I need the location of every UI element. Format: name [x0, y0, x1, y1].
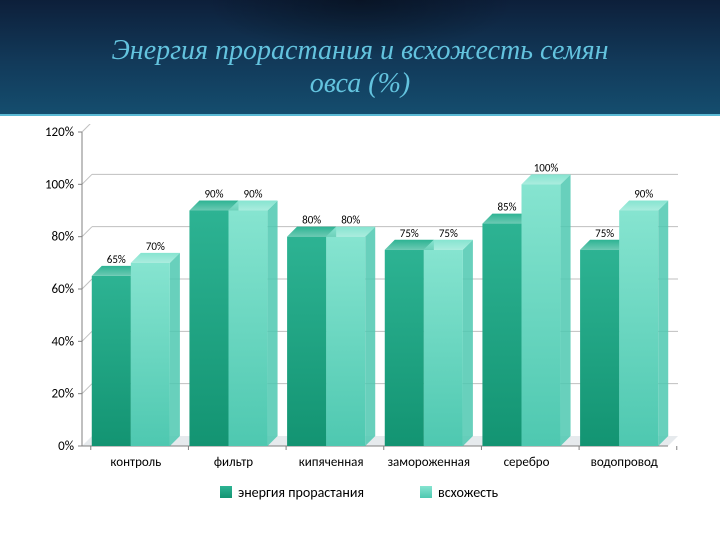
bar-value-label: 80% — [341, 214, 360, 227]
y-tick-label: 20% — [52, 387, 74, 402]
bar-side — [365, 227, 375, 446]
bar — [287, 237, 326, 446]
bar-value-label: 65% — [107, 253, 126, 266]
bar-side — [463, 240, 473, 446]
x-tick-label: фильтр — [214, 455, 253, 470]
y-tick-label: 80% — [52, 230, 74, 245]
bar — [326, 237, 365, 446]
slide-title: Энергия прорастания и всхожесть семян ов… — [0, 34, 720, 100]
bar-side — [170, 253, 180, 446]
bar — [619, 211, 658, 447]
bar-side — [268, 201, 278, 447]
x-tick-label: кипяченная — [299, 455, 364, 470]
title-band: Энергия прорастания и всхожесть семян ов… — [0, 0, 720, 116]
title-line-2: овса (%) — [0, 67, 720, 100]
bar — [131, 263, 170, 446]
bar-value-label: 80% — [302, 214, 321, 227]
y-tick-label: 0% — [58, 439, 74, 454]
bar-value-label: 75% — [439, 227, 458, 240]
bar — [189, 211, 228, 447]
bar-value-label: 100% — [534, 161, 559, 174]
bar — [482, 224, 521, 446]
title-line-1: Энергия прорастания и всхожесть семян — [0, 34, 720, 67]
bar — [522, 184, 561, 446]
y-tick-label: 100% — [45, 177, 74, 192]
bar — [385, 250, 424, 446]
bar-side — [658, 201, 668, 447]
legend-label: энергия прорастания — [238, 484, 364, 501]
legend-label: всхожесть — [438, 484, 499, 501]
bar-chart: 0% 20% 40% 60% 80% 100% 120% 65% 70% контроль 90% 9… — [38, 124, 686, 514]
x-tick-label: серебро — [504, 455, 550, 470]
y-tick-label: 40% — [52, 334, 74, 349]
bar-value-label: 75% — [595, 227, 614, 240]
bar-value-label: 85% — [497, 201, 516, 214]
bar-value-label: 90% — [634, 188, 653, 201]
bar-value-label: 90% — [204, 188, 223, 201]
y-tick-label: 120% — [45, 125, 74, 140]
bar — [580, 250, 619, 446]
bar-value-label: 75% — [400, 227, 419, 240]
legend-swatch — [220, 486, 232, 498]
legend-swatch — [420, 486, 432, 498]
bar-side — [561, 174, 571, 446]
bar-value-label: 90% — [244, 188, 263, 201]
bar — [424, 250, 463, 446]
x-tick-label: замороженная — [388, 455, 471, 470]
x-tick-label: контроль — [110, 455, 161, 470]
bar-value-label: 70% — [146, 240, 165, 253]
bar — [92, 276, 131, 446]
x-tick-label: водопровод — [591, 455, 659, 470]
y-tick-label: 60% — [52, 282, 74, 297]
bar — [229, 211, 268, 447]
